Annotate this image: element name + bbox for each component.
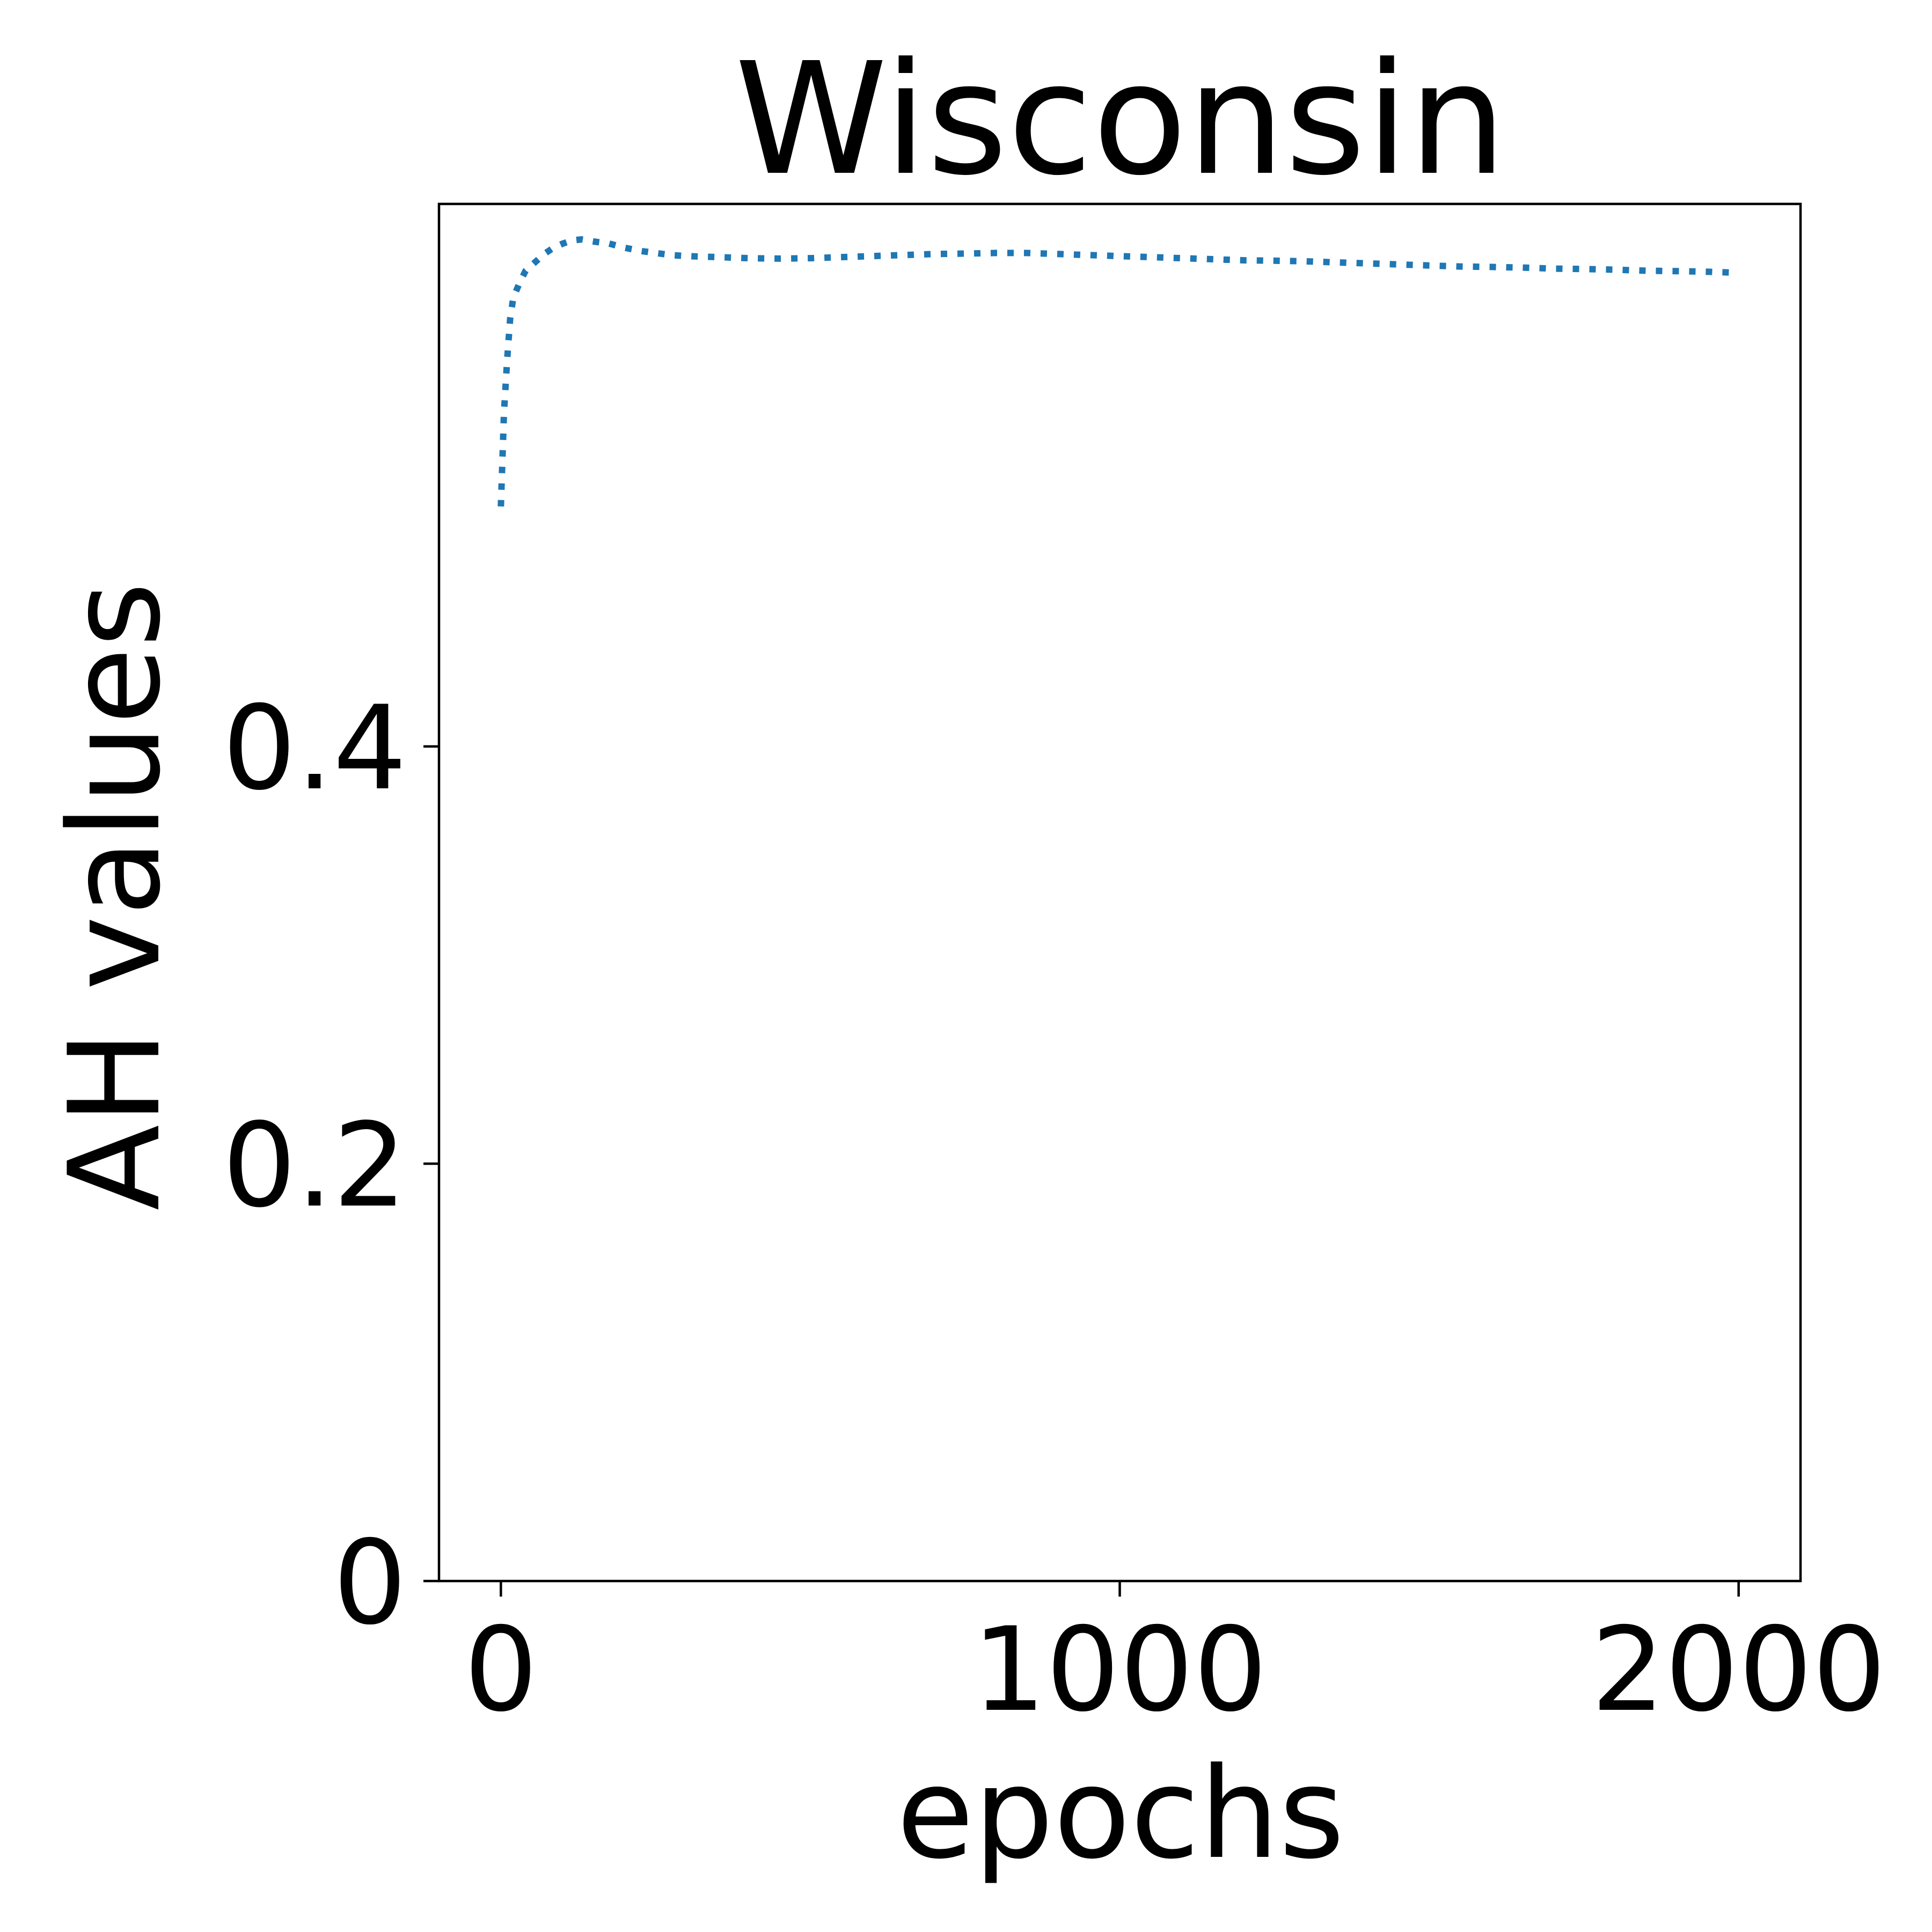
x-tick-label: 2000 [1591,1602,1886,1737]
y-tick-label: 0 [333,1516,407,1650]
y-tick-label: 0.2 [222,1098,407,1233]
y-axis-ticks: 0 0.2 0.4 [222,681,439,1650]
chart-title: Wisconsin [735,30,1506,209]
y-tick-label: 0.4 [222,681,407,816]
x-tick-label: 1000 [972,1602,1268,1737]
y-axis-label: AH values [42,582,188,1211]
x-tick-label: 0 [464,1602,538,1737]
series-line-1 [497,236,1739,507]
x-axis-ticks: 0 1000 2000 [464,1581,1886,1737]
plot-area [437,202,1802,1583]
series-layer [497,236,1739,507]
x-axis-label: epochs [897,1741,1345,1887]
axes-frame [437,202,1802,1583]
